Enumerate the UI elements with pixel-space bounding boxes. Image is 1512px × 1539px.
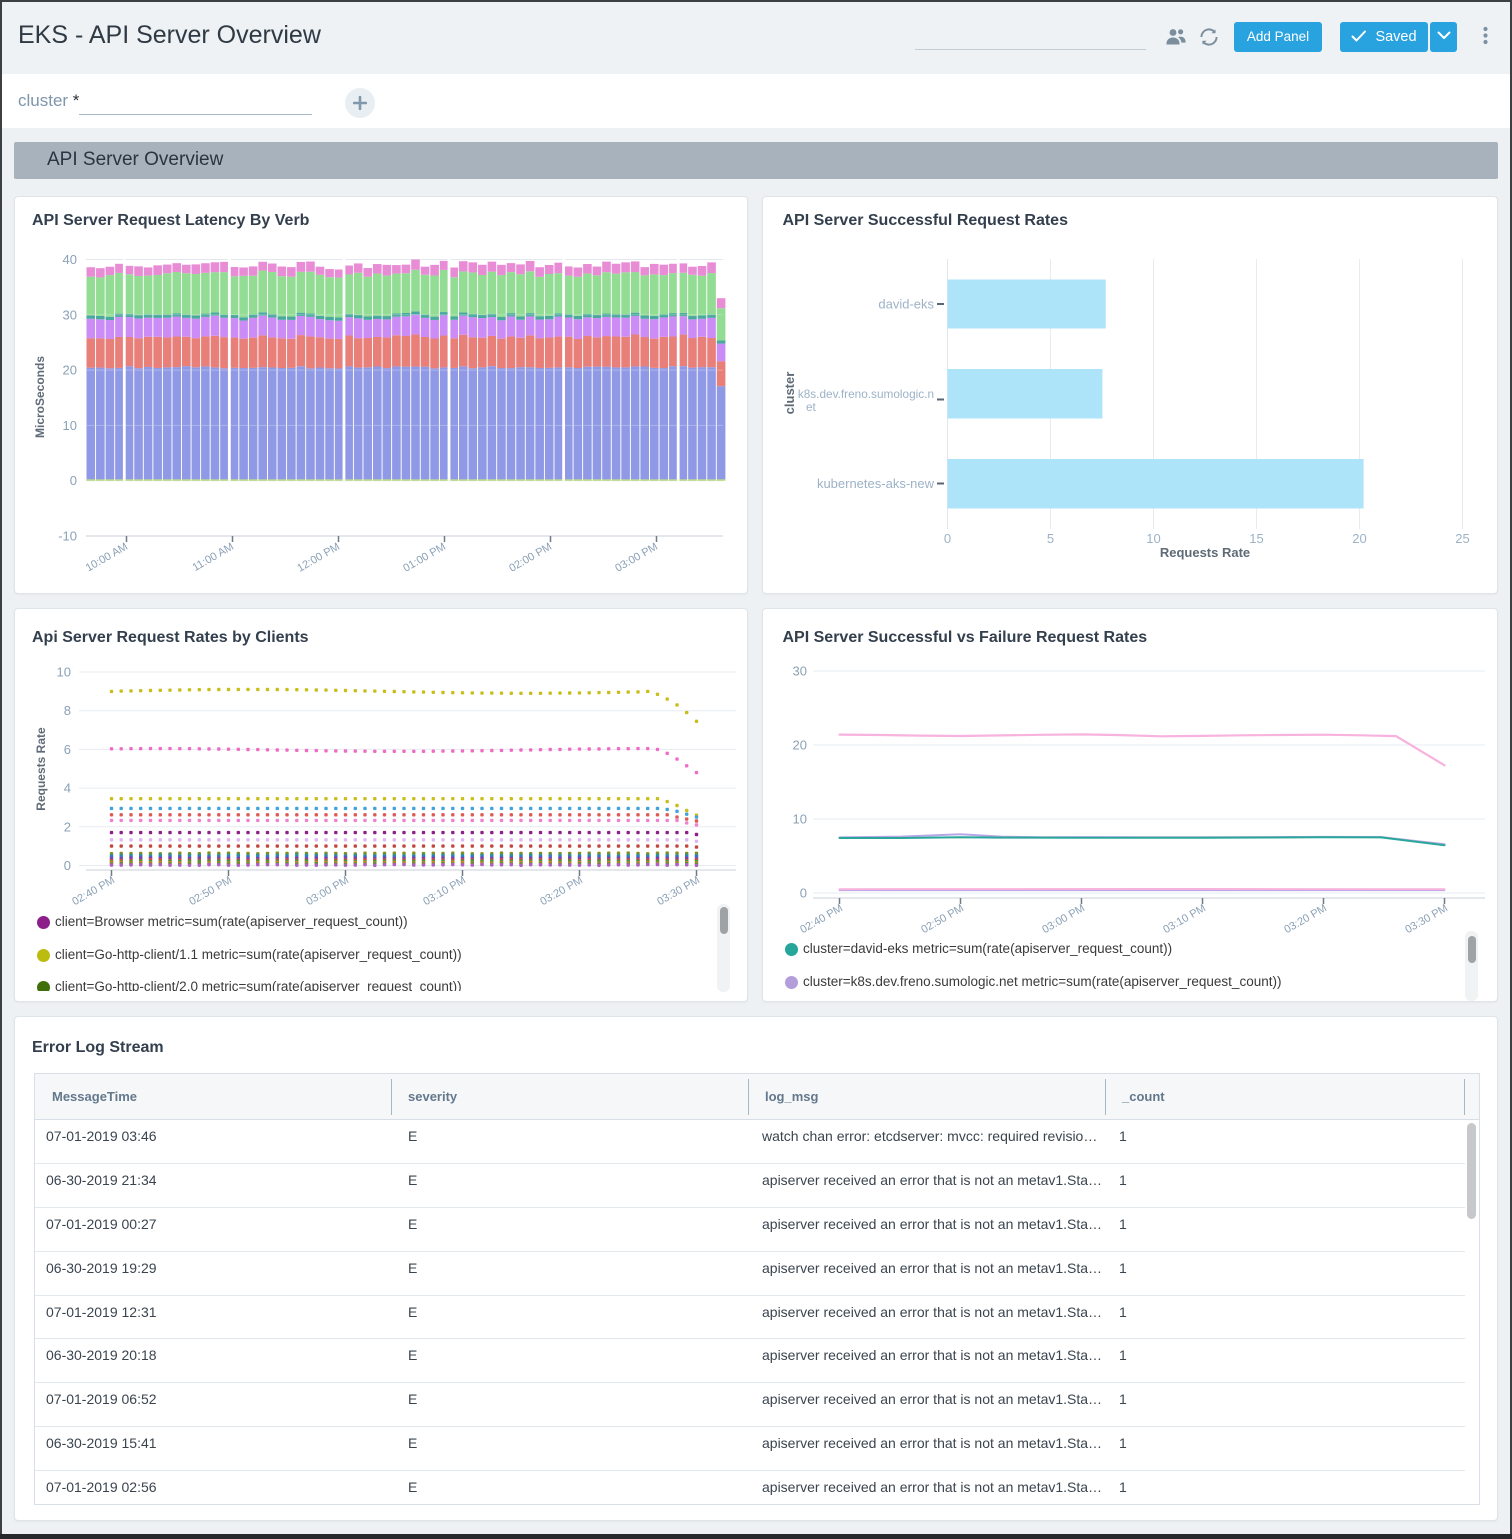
svg-text:02:50 PM: 02:50 PM bbox=[919, 902, 966, 936]
svg-text:k8s.dev.freno.sumologic.n: k8s.dev.freno.sumologic.n bbox=[798, 387, 934, 401]
svg-text:03:10 PM: 03:10 PM bbox=[1161, 902, 1208, 936]
svg-text:kubernetes-aks-new: kubernetes-aks-new bbox=[817, 476, 935, 491]
svg-text:20: 20 bbox=[793, 738, 807, 753]
svg-text:15: 15 bbox=[1249, 531, 1263, 546]
svg-text:10: 10 bbox=[57, 665, 71, 680]
svg-text:03:20 PM: 03:20 PM bbox=[1282, 902, 1329, 936]
svg-text:et: et bbox=[806, 400, 817, 414]
svg-text:david-eks: david-eks bbox=[878, 297, 934, 312]
svg-text:6: 6 bbox=[64, 742, 71, 757]
svg-text:10: 10 bbox=[63, 418, 77, 433]
svg-text:02:40 PM: 02:40 PM bbox=[70, 874, 117, 908]
svg-text:40: 40 bbox=[63, 252, 77, 267]
svg-text:20: 20 bbox=[1352, 531, 1366, 546]
svg-text:02:00 PM: 02:00 PM bbox=[507, 541, 554, 575]
svg-text:10: 10 bbox=[793, 812, 807, 827]
svg-text:03:00 PM: 03:00 PM bbox=[613, 541, 660, 575]
svg-text:11:00 AM: 11:00 AM bbox=[190, 541, 236, 574]
svg-text:03:00 PM: 03:00 PM bbox=[304, 874, 351, 908]
svg-text:03:10 PM: 03:10 PM bbox=[421, 874, 468, 908]
svg-text:10: 10 bbox=[1146, 531, 1160, 546]
svg-text:03:30 PM: 03:30 PM bbox=[1403, 902, 1450, 936]
svg-text:cluster: cluster bbox=[782, 372, 797, 415]
svg-text:0: 0 bbox=[70, 473, 77, 488]
svg-text:02:50 PM: 02:50 PM bbox=[187, 874, 234, 908]
svg-text:30: 30 bbox=[793, 664, 807, 679]
svg-text:25: 25 bbox=[1455, 531, 1469, 546]
svg-text:20: 20 bbox=[63, 363, 77, 378]
svg-text:02:40 PM: 02:40 PM bbox=[798, 902, 845, 936]
svg-text:0: 0 bbox=[64, 858, 71, 873]
svg-text:Requests Rate: Requests Rate bbox=[1160, 545, 1250, 560]
svg-text:30: 30 bbox=[63, 307, 77, 322]
svg-text:03:30 PM: 03:30 PM bbox=[655, 874, 702, 908]
svg-text:4: 4 bbox=[64, 781, 71, 796]
svg-text:10:00 AM: 10:00 AM bbox=[84, 541, 130, 575]
svg-text:2: 2 bbox=[64, 819, 71, 834]
svg-text:Requests Rate: Requests Rate bbox=[34, 727, 48, 811]
svg-text:0: 0 bbox=[800, 886, 807, 901]
svg-text:8: 8 bbox=[64, 703, 71, 718]
svg-text:03:00 PM: 03:00 PM bbox=[1040, 902, 1087, 936]
svg-text:01:00 PM: 01:00 PM bbox=[401, 541, 448, 575]
svg-text:5: 5 bbox=[1047, 531, 1054, 546]
svg-text:03:20 PM: 03:20 PM bbox=[538, 874, 585, 908]
svg-text:-10: -10 bbox=[58, 529, 77, 544]
svg-text:MicroSeconds: MicroSeconds bbox=[33, 356, 47, 438]
svg-text:12:00 PM: 12:00 PM bbox=[295, 541, 342, 575]
svg-text:0: 0 bbox=[944, 531, 951, 546]
